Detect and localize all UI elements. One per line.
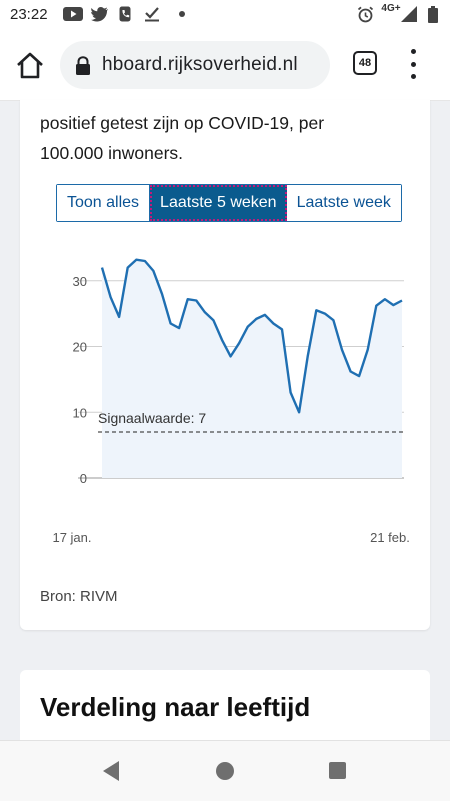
more-menu-icon[interactable] — [407, 49, 419, 79]
phone-icon — [117, 6, 133, 22]
y-tick-label: 30 — [73, 274, 87, 289]
chart-area-fill — [102, 259, 402, 478]
description-line-2: 100.000 inwoners. — [40, 143, 184, 163]
y-axis-labels: 403020100 — [73, 274, 87, 486]
back-icon[interactable] — [103, 761, 119, 781]
recent-apps-icon[interactable] — [329, 762, 346, 779]
covid-line-chart: Signaalwaarde: 7 403020100 17 jan. 21 fe… — [52, 258, 410, 545]
toggle-last-week[interactable]: Laatste week — [286, 185, 401, 221]
home-circle-icon[interactable] — [216, 762, 234, 780]
tab-switcher-button[interactable]: 48 — [353, 51, 377, 75]
battery-icon — [427, 5, 439, 23]
toggle-last-5-weeks[interactable]: Laatste 5 weken — [150, 185, 287, 221]
url-text: hboard.rijksoverheid.nl — [102, 54, 298, 75]
home-icon[interactable] — [14, 50, 46, 82]
threshold-label: Signaalwaarde: 7 — [98, 410, 206, 426]
lock-icon — [74, 56, 92, 75]
y-tick-label: 10 — [73, 405, 87, 420]
signal-icon — [400, 6, 418, 22]
time-range-toggle: Toon alles Laatste 5 weken Laatste week — [56, 184, 402, 222]
youtube-icon — [62, 6, 84, 22]
status-time: 23:22 — [10, 6, 48, 23]
network-type: 4G+ — [381, 3, 401, 14]
status-bar: 23:22 4G+ — [0, 0, 450, 30]
browser-toolbar: hboard.rijksoverheid.nl 48 — [0, 30, 450, 101]
x-axis-start-label: 17 jan. — [52, 530, 91, 545]
y-tick-label: 20 — [73, 340, 87, 355]
chart-card: positief getest zijn op COVID-19, per 10… — [20, 100, 430, 630]
y-tick-label: 0 — [80, 471, 87, 486]
x-axis-end-label: 21 feb. — [370, 530, 410, 545]
section-title: Verdeling naar leeftijd — [40, 692, 311, 722]
source-label: Bron: RIVM — [40, 588, 118, 605]
age-distribution-card: Verdeling naar leeftijd — [20, 670, 430, 750]
download-done-icon — [143, 6, 161, 22]
twitter-icon — [90, 6, 110, 22]
address-bar[interactable]: hboard.rijksoverheid.nl — [60, 41, 330, 89]
series-line — [100, 258, 403, 414]
description-line-1: positief getest zijn op COVID-19, per — [40, 113, 325, 133]
notification-dot-icon — [177, 6, 187, 22]
alarm-icon — [356, 6, 374, 22]
system-navigation-bar — [0, 740, 450, 801]
toggle-show-all[interactable]: Toon alles — [57, 185, 151, 221]
chart-description: positief getest zijn op COVID-19, per 10… — [40, 108, 410, 168]
